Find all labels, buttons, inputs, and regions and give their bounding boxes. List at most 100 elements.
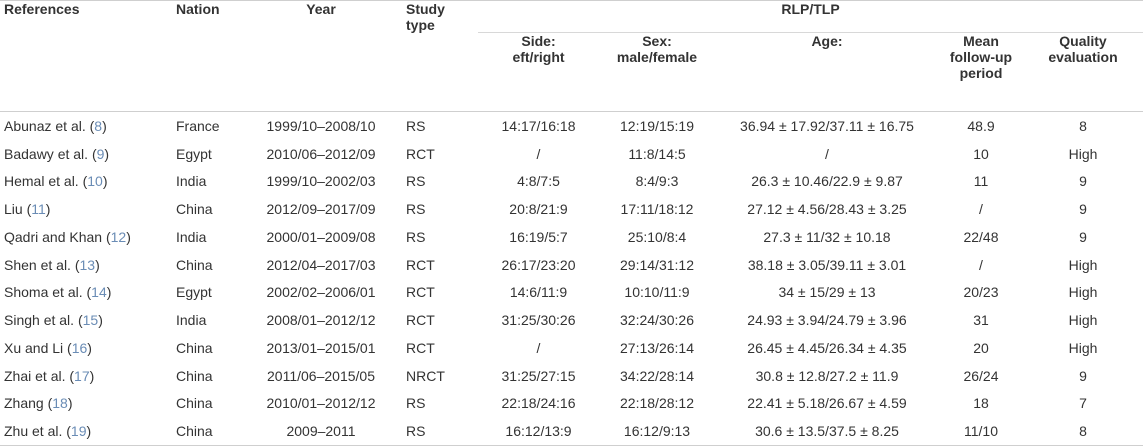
cell-study-type: NRCT [406, 367, 445, 384]
reference-name: Badawy et al. ( [4, 145, 97, 162]
cell-year: 2009–2011 [240, 417, 402, 446]
cell-year: 1999/10–2002/03 [266, 173, 376, 190]
cell-quality: 9 [1079, 173, 1087, 190]
cell-side: / [536, 145, 541, 162]
header-study-type-line1: Study [406, 1, 445, 17]
cell-quality: 9 [1079, 367, 1087, 384]
reference-close-paren: ) [86, 423, 92, 440]
cell-sex: 11:8/14:5 [628, 145, 686, 162]
header-year: Year [240, 0, 402, 112]
reference-citation-link[interactable]: 12 [110, 228, 127, 245]
reference-citation-link[interactable]: 13 [79, 256, 96, 273]
table-body: Abunaz et al. (8) France 1999/10–2008/10 RS… [0, 110, 1143, 446]
cell-study-type: RCT [406, 284, 435, 301]
reference-citation-link[interactable]: 19 [70, 423, 87, 440]
reference-name: Hemal et al. ( [4, 173, 88, 190]
reference-close-paren: ) [67, 395, 73, 412]
header-age-text: Age: [811, 33, 843, 49]
cell-followup: 20 [973, 339, 989, 356]
header-year-text: Year [306, 1, 336, 17]
cell-year: 2013/01–2015/01 [266, 339, 376, 356]
table-header: References Nation Year Study type RLP/TLP… [0, 0, 1143, 112]
cell-age: / [825, 145, 829, 162]
reference-citation-link[interactable]: 16 [71, 339, 88, 356]
cell-followup: 11 [973, 173, 989, 190]
header-age: Age: [715, 32, 939, 112]
cell-nation: China [176, 367, 213, 384]
cell-quality: 9 [1079, 228, 1087, 245]
reference-close-paren: ) [89, 367, 95, 384]
cell-side: 31:25/30:26 [501, 312, 576, 329]
reference-citation-link[interactable]: 14 [91, 284, 107, 301]
table-row: Zhai et al. (17) China 2011/06–2015/05 NRCT… [0, 362, 1143, 390]
cell-year: 2008/01–2012/12 [266, 312, 376, 329]
cell-sex: 32:24/30:26 [620, 312, 694, 329]
header-followup-line3: period [959, 65, 1003, 81]
reference-citation-link[interactable]: 9 [96, 145, 105, 162]
table-row: Liu (11) China 2012/09–2017/09 RS 20:8/21:9 1… [0, 195, 1143, 223]
cell-followup: 48.9 [939, 110, 1023, 140]
table-row: Badawy et al. (9) Egypt 2010/06–2012/09 RCT… [0, 140, 1143, 168]
reference-name: Qadri and Khan ( [4, 228, 111, 245]
cell-age: 26.45 ± 4.45/26.34 ± 4.35 [747, 339, 907, 356]
header-nation: Nation [172, 0, 240, 112]
cell-age: 27.3 ± 11/32 ± 10.18 [763, 228, 891, 245]
cell-study-type: RCT [406, 312, 435, 329]
reference-citation-link[interactable]: 10 [87, 173, 103, 190]
cell-reference: Zhai et al. (17) [0, 362, 172, 390]
table-row: Shen et al. (13) China 2012/04–2017/03 RCT 2… [0, 251, 1143, 279]
cell-reference: Hemal et al. (10) [0, 168, 172, 196]
reference-close-paren: ) [98, 312, 103, 329]
reference-close-paren: ) [45, 201, 51, 218]
reference-close-paren: ) [95, 256, 100, 273]
table-row: Hemal et al. (10) India 1999/10–2002/03 RS 4… [0, 168, 1143, 196]
cell-followup: / [979, 256, 983, 273]
reference-close-paren: ) [126, 228, 131, 245]
header-followup: Mean follow-up period [939, 32, 1023, 112]
reference-close-paren: ) [87, 339, 92, 356]
reference-citation-link[interactable]: 8 [94, 117, 103, 134]
cell-age: 34 ± 15/29 ± 13 [778, 284, 876, 301]
cell-year: 2002/02–2006/01 [266, 284, 376, 301]
reference-close-paren: ) [106, 284, 112, 301]
cell-study-type: RS [402, 417, 478, 446]
cell-year: 2010/01–2012/12 [266, 395, 376, 412]
cell-sex: 34:22/28:14 [620, 367, 694, 384]
cell-sex: 22:18/28:12 [620, 395, 694, 412]
cell-quality: 8 [1023, 417, 1143, 446]
cell-age: 30.8 ± 12.8/27.2 ± 11.9 [755, 367, 899, 384]
cell-reference: Liu (11) [0, 195, 172, 223]
cell-nation: China [172, 417, 240, 446]
reference-citation-link[interactable]: 18 [52, 395, 68, 412]
header-side-line1: Side: [521, 33, 556, 49]
cell-reference: Zhu et al. (19) [0, 417, 172, 446]
cell-study-type: RS [402, 110, 478, 140]
cell-nation: India [176, 228, 207, 245]
cell-reference: Singh et al. (15) [0, 306, 172, 334]
header-references-text: References [4, 1, 80, 17]
cell-nation: France [172, 110, 240, 140]
cell-study-type: RCT [406, 145, 435, 162]
header-group-text: RLP/TLP [781, 1, 840, 17]
cell-sex: 25:10/8:4 [627, 228, 687, 245]
cell-side: 14:6/11:9 [509, 284, 568, 301]
reference-close-paren: ) [104, 145, 110, 162]
cell-year: 2012/04–2017/03 [266, 256, 376, 273]
table-row: Abunaz et al. (8) France 1999/10–2008/10 RS… [0, 110, 1143, 140]
cell-reference: Shoma et al. (14) [0, 278, 172, 306]
cell-followup: 11/10 [939, 417, 1023, 446]
cell-year: 1999/10–2008/10 [240, 110, 402, 140]
table-row: Shoma et al. (14) Egypt 2002/02–2006/01 RCT… [0, 278, 1143, 306]
reference-citation-link[interactable]: 11 [31, 201, 46, 218]
table-row: Xu and Li (16) China 2013/01–2015/01 RCT/27… [0, 334, 1143, 362]
cell-sex: 12:19/15:19 [599, 110, 715, 140]
cell-sex: 17:11/18:12 [620, 201, 694, 218]
cell-quality: 9 [1079, 201, 1087, 218]
cell-sex: 16:12/9:13 [599, 417, 715, 446]
reference-citation-link[interactable]: 17 [74, 367, 90, 384]
reference-citation-link[interactable]: 15 [82, 312, 99, 329]
cell-side: 14:17/16:18 [478, 110, 599, 140]
cell-side: 16:19/5:7 [509, 228, 568, 245]
header-quality-line2: evaluation [1048, 49, 1118, 65]
